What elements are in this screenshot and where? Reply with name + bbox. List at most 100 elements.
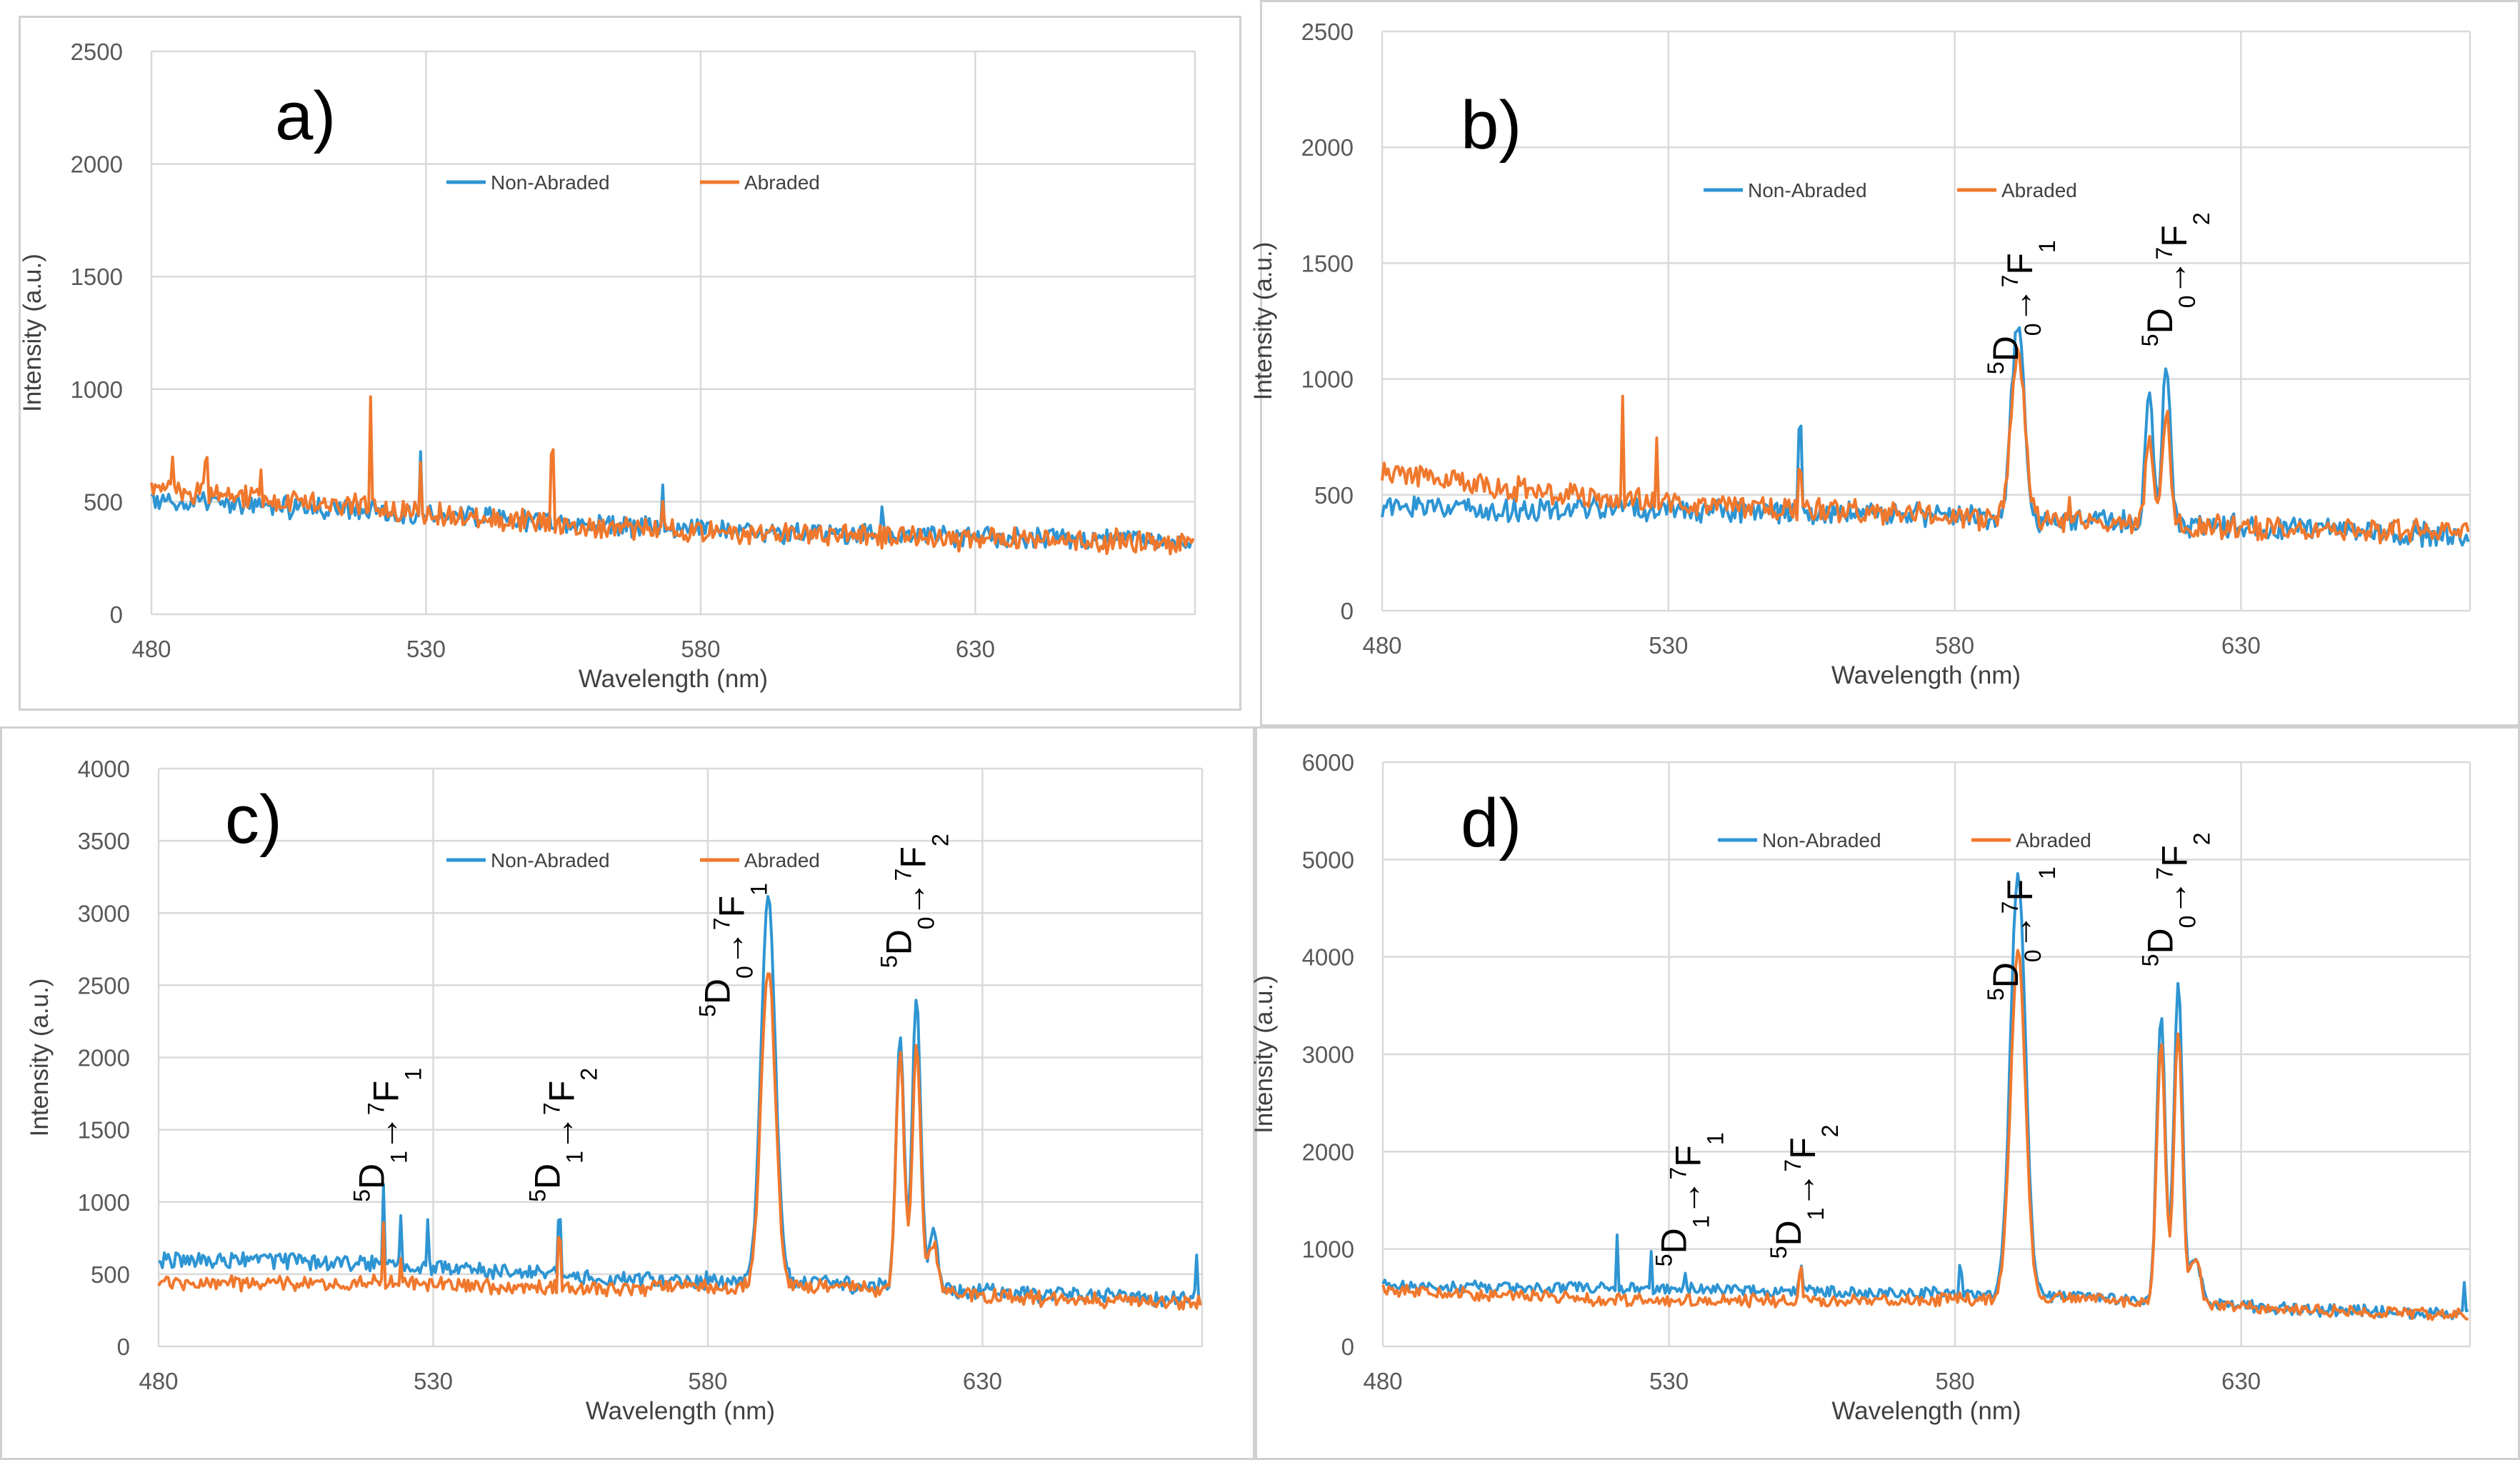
y-tick-label: 0 xyxy=(1341,1334,1354,1360)
panel-frame xyxy=(19,16,1241,711)
series-line-non-abraded xyxy=(1381,872,2469,1321)
transition-label-part: → xyxy=(1783,1172,1823,1208)
x-tick-label: 630 xyxy=(963,1368,1002,1394)
transition-label-part: 7 xyxy=(1666,1167,1691,1180)
y-tick-label: 1000 xyxy=(78,1189,130,1216)
x-tick-label: 580 xyxy=(1935,632,1974,659)
x-tick-label: 630 xyxy=(2221,632,2261,659)
transition-label-part: 0 xyxy=(2020,323,2046,336)
legend-label: Abraded xyxy=(2001,179,2077,201)
x-tick-label: 580 xyxy=(1936,1368,1975,1394)
y-tick-label: 2500 xyxy=(1301,19,1354,45)
transition-label-part: D xyxy=(351,1164,391,1189)
panel-label: c) xyxy=(225,781,282,858)
transition-label-part: 2 xyxy=(1817,1124,1843,1137)
transition-annotation: 5D1→7F2 xyxy=(1766,1124,1843,1259)
legend-label: Abraded xyxy=(2016,829,2091,851)
transition-label-part: 5 xyxy=(2137,334,2163,346)
x-axis-label: Wavelength (nm) xyxy=(1831,661,2021,689)
transition-label-part: 5 xyxy=(524,1189,550,1202)
y-tick-label: 1500 xyxy=(1301,250,1354,276)
transition-annotation: 5D1→7F2 xyxy=(524,1068,601,1202)
x-tick-label: 580 xyxy=(688,1368,727,1394)
y-tick-label: 1000 xyxy=(71,376,123,403)
transition-label-part: F xyxy=(2000,879,2040,901)
transition-label: 5D0→7F2 xyxy=(2138,832,2215,966)
transition-label-part: 0 xyxy=(2174,295,2200,308)
transition-label-part: 5 xyxy=(349,1189,374,1202)
y-tick-label: 2500 xyxy=(71,39,123,65)
transition-label-part: D xyxy=(1769,1220,1809,1246)
transition-label-part: 7 xyxy=(1997,275,2023,288)
transition-label-part: 7 xyxy=(2151,247,2177,260)
y-tick-label: 0 xyxy=(117,1334,130,1360)
y-tick-label: 4000 xyxy=(1302,944,1354,971)
transition-label-part: D xyxy=(698,979,738,1004)
y-tick-label: 2000 xyxy=(1302,1139,1354,1165)
transition-label-part: 5 xyxy=(1983,361,2009,374)
legend-label: Non-Abraded xyxy=(1748,179,1867,201)
legend-label: Non-Abraded xyxy=(491,171,610,194)
transition-label-part: D xyxy=(527,1164,567,1189)
panel-frame xyxy=(1255,726,2520,1460)
y-tick-label: 500 xyxy=(1314,482,1354,509)
x-tick-label: 630 xyxy=(2221,1368,2261,1394)
y-tick-label: 3000 xyxy=(78,900,130,926)
transition-label-part: → xyxy=(894,881,934,916)
transition-label-part: 7 xyxy=(1997,901,2023,914)
transition-label-part: 1 xyxy=(1703,1132,1729,1145)
transition-annotation: 5D1→7F1 xyxy=(1651,1132,1729,1266)
x-tick-label: 480 xyxy=(131,636,171,662)
transition-label-part: 1 xyxy=(1689,1215,1714,1228)
x-axis-label: Wavelength (nm) xyxy=(586,1397,775,1425)
transition-label-part: 5 xyxy=(695,1004,721,1017)
y-tick-label: 1000 xyxy=(1302,1236,1354,1263)
transition-label-part: 0 xyxy=(732,966,758,979)
transition-label-part: 0 xyxy=(914,916,939,929)
transition-label-part: F xyxy=(366,1081,406,1103)
transition-label-part: D xyxy=(1986,962,2026,988)
transition-label-part: F xyxy=(1783,1137,1823,1159)
transition-label-part: F xyxy=(2000,253,2040,275)
transition-label-part: F xyxy=(2154,225,2194,247)
transition-label-part: 0 xyxy=(2020,949,2046,962)
transition-label-part: 5 xyxy=(1983,988,2009,1001)
transition-label-part: 5 xyxy=(876,955,902,968)
transition-label-part: D xyxy=(1986,336,2026,361)
transition-label-part: 0 xyxy=(2175,916,2201,929)
y-tick-label: 1000 xyxy=(1301,366,1354,393)
x-tick-label: 480 xyxy=(139,1368,178,1394)
transition-label-part: D xyxy=(1654,1228,1694,1254)
transition-label: 5D0→7F1 xyxy=(1983,866,2060,1001)
series-line-non-abraded xyxy=(1381,326,2470,548)
x-tick-label: 480 xyxy=(1363,1368,1402,1394)
transition-label: 5D0→7F1 xyxy=(1983,240,2060,374)
transition-annotation: 5D0→7F1 xyxy=(1983,866,2060,1001)
transition-label-part: 5 xyxy=(2138,954,2164,967)
transition-label-part: 7 xyxy=(1780,1159,1806,1172)
transition-label-part: F xyxy=(1669,1145,1709,1167)
transition-annotation: 5D0→7F1 xyxy=(695,883,772,1017)
transition-label-part: 1 xyxy=(746,883,772,896)
transition-label-part: 1 xyxy=(561,1151,587,1164)
transition-label-part: D xyxy=(879,929,919,955)
x-tick-label: 530 xyxy=(1649,1368,1689,1394)
series-line-abraded xyxy=(157,972,1202,1311)
transition-label: 5D1→7F1 xyxy=(349,1068,426,1202)
y-tick-label: 1500 xyxy=(71,264,123,290)
transition-label-part: → xyxy=(366,1115,406,1151)
y-axis-label: Intensity (a.u.) xyxy=(19,254,46,412)
transition-label-part: D xyxy=(2140,308,2180,334)
y-tick-label: 3000 xyxy=(1302,1041,1354,1068)
legend-label: Abraded xyxy=(744,171,820,194)
transition-label-part: 1 xyxy=(386,1151,411,1164)
y-tick-label: 2000 xyxy=(78,1045,130,1071)
transition-label-part: 7 xyxy=(363,1102,389,1115)
chart-panel-d: 0 1000 2000 3000 4000 5000 6000 480 530 580 630 Wav… xyxy=(1250,726,2520,1460)
transition-label-part: F xyxy=(712,896,752,918)
x-tick-label: 480 xyxy=(1362,632,1401,659)
transition-label-part: F xyxy=(541,1081,581,1103)
y-tick-label: 2000 xyxy=(71,151,123,178)
transition-annotation: 5D0→7F2 xyxy=(876,834,954,968)
